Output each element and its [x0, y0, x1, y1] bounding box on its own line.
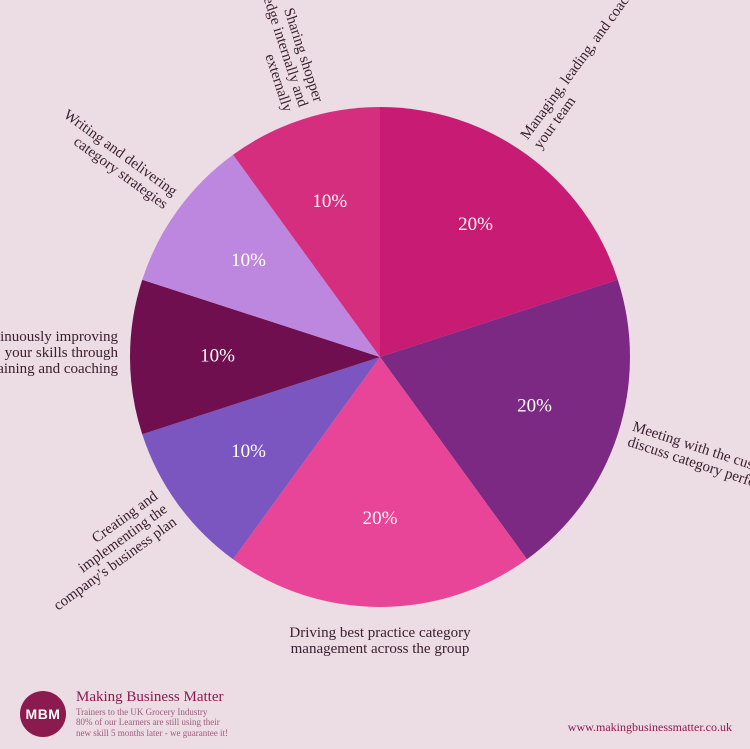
slice-percent-label: 10%	[231, 441, 266, 462]
slice-percent-label: 10%	[312, 191, 347, 212]
mbm-logo: MBM	[20, 691, 66, 737]
svg-text:your skills through: your skills through	[5, 345, 119, 361]
slice-outer-label: Continuously improvingyour skills throug…	[0, 329, 118, 377]
svg-text:Writing and delivering: Writing and delivering	[60, 107, 180, 200]
slice-percent-label: 20%	[458, 214, 493, 235]
svg-text:Managing, leading, and coachin: Managing, leading, and coaching	[518, 0, 649, 143]
slice-outer-label: Meeting with the customer todiscuss cate…	[625, 419, 750, 505]
slice-outer-label: Managing, leading, and coachingyour team	[518, 0, 661, 152]
slice-outer-label: Creating andimplementing thecompany's bu…	[32, 488, 180, 614]
slice-percent-label: 20%	[517, 396, 552, 417]
slice-outer-label: Writing and deliveringcategory strategie…	[51, 107, 180, 213]
slice-outer-label: Driving best practice categorymanagement…	[289, 625, 471, 657]
footer-subtitle-1: Trainers to the UK Grocery Industry	[76, 707, 228, 718]
slice-outer-label: Sharing shopperknowledge internally ande…	[233, 0, 326, 114]
slice-percent-label: 10%	[231, 250, 266, 271]
footer-subtitle-2a: 80% of our Learners are still using thei…	[76, 717, 228, 728]
slice-percent-label: 20%	[363, 508, 398, 529]
pie-chart-svg: 20% 20% 20% 10% 10% 10% 10% Managing, leading, …	[0, 0, 750, 749]
footer-title: Making Business Matter	[76, 690, 228, 705]
svg-text:training and coaching: training and coaching	[0, 361, 118, 377]
slice-percent-label: 10%	[200, 345, 235, 366]
svg-text:Driving best practice category: Driving best practice category	[289, 625, 471, 641]
footer: MBM Making Business Matter Trainers to t…	[20, 690, 228, 739]
footer-url: www.makingbusinessmatter.co.uk	[568, 720, 732, 735]
footer-subtitle-2b: new skill 5 months later - we guarantee …	[76, 728, 228, 739]
svg-text:management across the group: management across the group	[291, 641, 470, 657]
svg-text:Continuously improving: Continuously improving	[0, 329, 118, 345]
footer-text-block: Making Business Matter Trainers to the U…	[76, 690, 228, 739]
pie-chart-container: 20% 20% 20% 10% 10% 10% 10% Managing, leading, …	[0, 0, 750, 749]
